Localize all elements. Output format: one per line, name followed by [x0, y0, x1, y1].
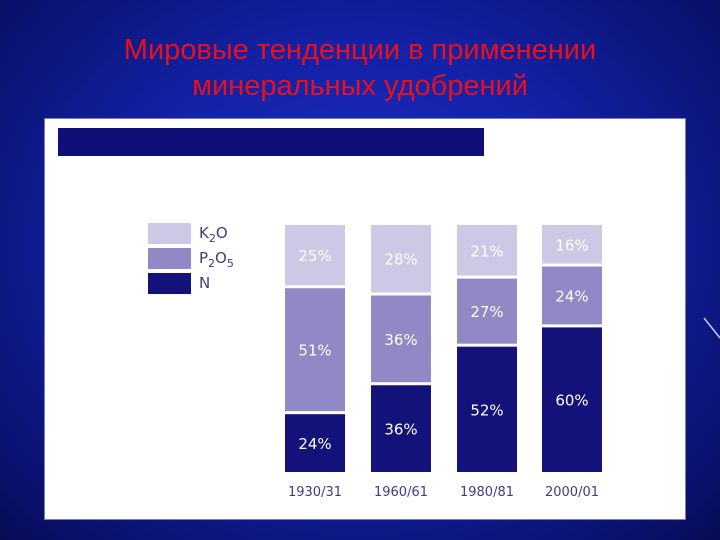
bar-k2o-2000/01 [542, 225, 602, 264]
data-label: 52% [470, 401, 503, 419]
data-label: 16% [555, 236, 588, 254]
bar-n-1930/31 [285, 414, 345, 472]
data-label: 60% [555, 392, 588, 410]
bar-p2o5-2000/01 [542, 266, 602, 325]
legend-swatch-k2o [148, 223, 191, 244]
legend-label-n: N [199, 274, 210, 292]
legend-label-k2o: K2O [199, 224, 228, 245]
bar-n-1960/61 [371, 385, 431, 472]
bar-p2o5-1980/81 [457, 278, 517, 344]
data-label: 25% [298, 247, 331, 265]
data-label: 36% [384, 331, 417, 349]
slide-title-line-1: Мировые тенденции в применении [123, 34, 597, 66]
x-tick-label: 1930/31 [288, 485, 342, 500]
x-tick-label: 2000/01 [545, 485, 599, 500]
panel-header-bar [58, 128, 484, 156]
bar-n-1980/81 [457, 346, 517, 472]
legend-swatch-n [148, 273, 191, 294]
data-label: 21% [470, 242, 503, 260]
data-label: 27% [470, 303, 503, 321]
bar-p2o5-1960/61 [371, 295, 431, 383]
slide-title-line-2: минеральных удобрений [192, 70, 528, 102]
legend-swatch-p2o5 [148, 248, 191, 269]
data-label: 36% [384, 421, 417, 439]
slide-title: Мировые тенденции в применении минеральн… [0, 32, 720, 104]
bar-k2o-1960/61 [371, 225, 431, 293]
bar-k2o-1930/31 [285, 225, 345, 286]
bar-k2o-1980/81 [457, 225, 517, 276]
data-label: 51% [298, 342, 331, 360]
data-label: 24% [555, 287, 588, 305]
x-tick-label: 1980/81 [460, 485, 514, 500]
data-label: 24% [298, 435, 331, 453]
bar-n-2000/01 [542, 327, 602, 472]
legend-label-p2o5: P2O5 [199, 249, 234, 270]
data-label: 28% [384, 251, 417, 269]
x-tick-label: 1960/61 [374, 485, 428, 500]
bar-p2o5-1930/31 [285, 288, 345, 412]
